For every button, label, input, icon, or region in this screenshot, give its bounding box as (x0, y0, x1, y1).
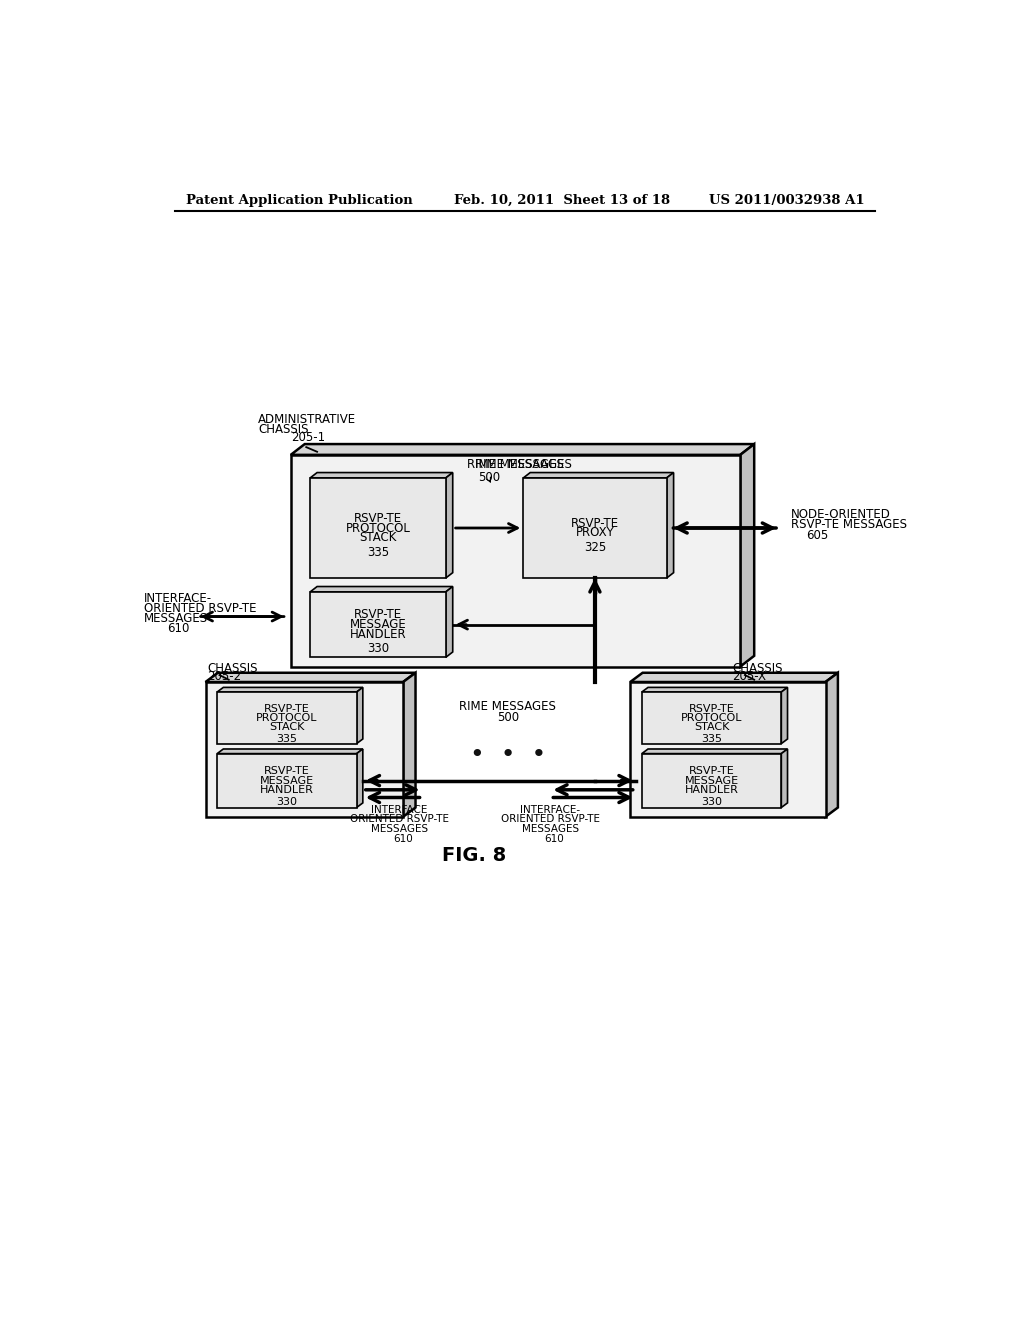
Text: 205-2: 205-2 (207, 669, 242, 682)
Text: MESSAGE: MESSAGE (684, 776, 738, 785)
Text: RIME MESSAGES: RIME MESSAGES (475, 458, 571, 471)
Polygon shape (630, 682, 825, 817)
Polygon shape (291, 455, 740, 667)
Polygon shape (642, 688, 787, 692)
Text: STACK: STACK (359, 532, 396, 544)
Text: 335: 335 (367, 545, 389, 558)
Text: 610: 610 (393, 834, 413, 843)
Text: MESSAGES: MESSAGES (371, 824, 428, 834)
Text: RSVP-TE: RSVP-TE (264, 767, 309, 776)
Text: 335: 335 (276, 734, 297, 744)
Polygon shape (825, 673, 838, 817)
Text: ORIENTED RSVP-TE: ORIENTED RSVP-TE (350, 814, 449, 825)
Text: RSVP-TE: RSVP-TE (689, 767, 734, 776)
Text: RSVP-TE: RSVP-TE (570, 516, 618, 529)
Text: RIME MESSAGES: RIME MESSAGES (460, 700, 556, 713)
Text: 330: 330 (701, 797, 722, 808)
Polygon shape (523, 478, 667, 578)
Text: MESSAGES: MESSAGES (522, 824, 579, 834)
Text: 500: 500 (497, 711, 519, 723)
Polygon shape (310, 586, 453, 591)
Polygon shape (781, 748, 787, 808)
Text: Feb. 10, 2011  Sheet 13 of 18: Feb. 10, 2011 Sheet 13 of 18 (454, 194, 670, 207)
Text: •  •  •: • • • (470, 743, 546, 767)
Text: INTERFACE-: INTERFACE- (143, 593, 212, 606)
Text: 205-1: 205-1 (291, 432, 325, 444)
Polygon shape (206, 673, 416, 682)
Text: 330: 330 (367, 643, 389, 655)
Text: INTERFACE: INTERFACE (371, 805, 427, 816)
Text: STACK: STACK (269, 722, 304, 733)
Polygon shape (630, 673, 838, 682)
Polygon shape (667, 473, 674, 578)
Polygon shape (781, 688, 787, 743)
Polygon shape (310, 478, 445, 578)
Text: RSVP-TE MESSAGES: RSVP-TE MESSAGES (791, 519, 906, 532)
Polygon shape (642, 692, 781, 743)
Polygon shape (642, 754, 781, 808)
Text: PROTOCOL: PROTOCOL (256, 713, 317, 723)
Text: 500: 500 (478, 471, 500, 484)
Text: RSVP-TE: RSVP-TE (354, 609, 402, 622)
Text: CHASSIS: CHASSIS (732, 663, 783, 675)
Text: MESSAGE: MESSAGE (260, 776, 314, 785)
Text: HANDLER: HANDLER (349, 628, 407, 642)
Text: RSVP-TE: RSVP-TE (354, 512, 402, 524)
Text: CHASSIS: CHASSIS (258, 422, 308, 436)
Text: CHASSIS: CHASSIS (207, 663, 258, 675)
Text: US 2011/0032938 A1: US 2011/0032938 A1 (709, 194, 864, 207)
Text: ORIENTED RSVP-TE: ORIENTED RSVP-TE (143, 602, 256, 615)
Text: Patent Application Publication: Patent Application Publication (186, 194, 413, 207)
Text: PROXY: PROXY (575, 527, 614, 540)
Polygon shape (445, 473, 453, 578)
Polygon shape (642, 748, 787, 754)
Text: 605: 605 (806, 529, 828, 543)
Text: NODE-ORIENTED: NODE-ORIENTED (791, 508, 891, 520)
Text: 205-X: 205-X (732, 669, 767, 682)
Text: 610: 610 (545, 834, 564, 843)
Polygon shape (217, 748, 362, 754)
Text: 610: 610 (167, 622, 189, 635)
Polygon shape (217, 692, 356, 743)
Polygon shape (445, 586, 453, 657)
Text: HANDLER: HANDLER (260, 785, 313, 795)
Polygon shape (310, 473, 453, 478)
Text: ADMINISTRATIVE: ADMINISTRATIVE (258, 413, 356, 426)
Text: FIG. 8: FIG. 8 (442, 846, 507, 865)
Text: PROTOCOL: PROTOCOL (681, 713, 742, 723)
Text: MESSAGE: MESSAGE (349, 618, 407, 631)
Polygon shape (291, 444, 755, 455)
Polygon shape (217, 754, 356, 808)
Text: RIME MESSAGES: RIME MESSAGES (467, 458, 564, 471)
Text: 335: 335 (701, 734, 722, 744)
Text: RSVP-TE: RSVP-TE (264, 704, 309, 714)
Polygon shape (523, 473, 674, 478)
Text: PROTOCOL: PROTOCOL (345, 521, 411, 535)
Text: RSVP-TE: RSVP-TE (689, 704, 734, 714)
Text: ORIENTED RSVP-TE: ORIENTED RSVP-TE (501, 814, 600, 825)
Polygon shape (217, 688, 362, 692)
Text: 325: 325 (584, 541, 606, 554)
Text: 330: 330 (276, 797, 297, 808)
Text: MESSAGES: MESSAGES (143, 612, 208, 626)
Text: STACK: STACK (694, 722, 729, 733)
Polygon shape (356, 748, 362, 808)
Polygon shape (740, 444, 755, 667)
Polygon shape (206, 682, 403, 817)
Polygon shape (310, 591, 445, 657)
Text: HANDLER: HANDLER (685, 785, 738, 795)
Polygon shape (356, 688, 362, 743)
Text: INTERFACE-: INTERFACE- (520, 805, 581, 816)
Polygon shape (403, 673, 416, 817)
